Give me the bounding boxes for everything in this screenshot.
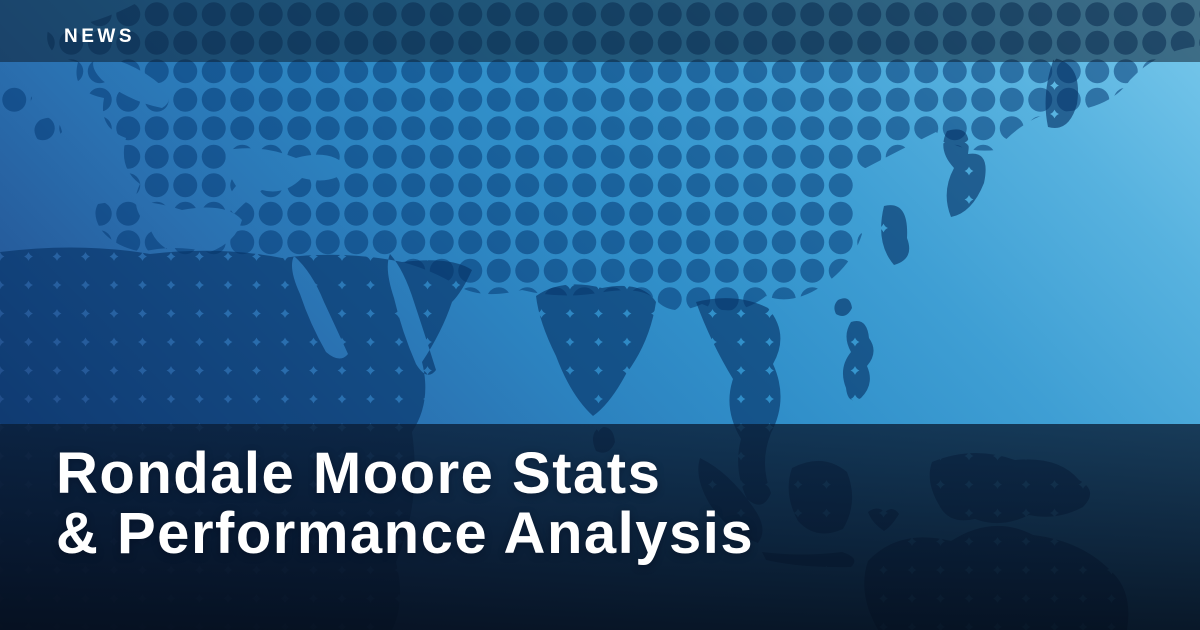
news-label: NEWS xyxy=(64,25,135,47)
page-title-line2: & Performance Analysis xyxy=(56,501,755,566)
page-title-line1: Rondale Moore Stats xyxy=(56,441,662,506)
title-band xyxy=(0,424,1200,630)
page-title: Rondale Moore Stats & Performance Analysi… xyxy=(56,444,754,564)
map-north-lands xyxy=(0,0,1200,311)
top-band: NEWS xyxy=(0,0,1200,62)
